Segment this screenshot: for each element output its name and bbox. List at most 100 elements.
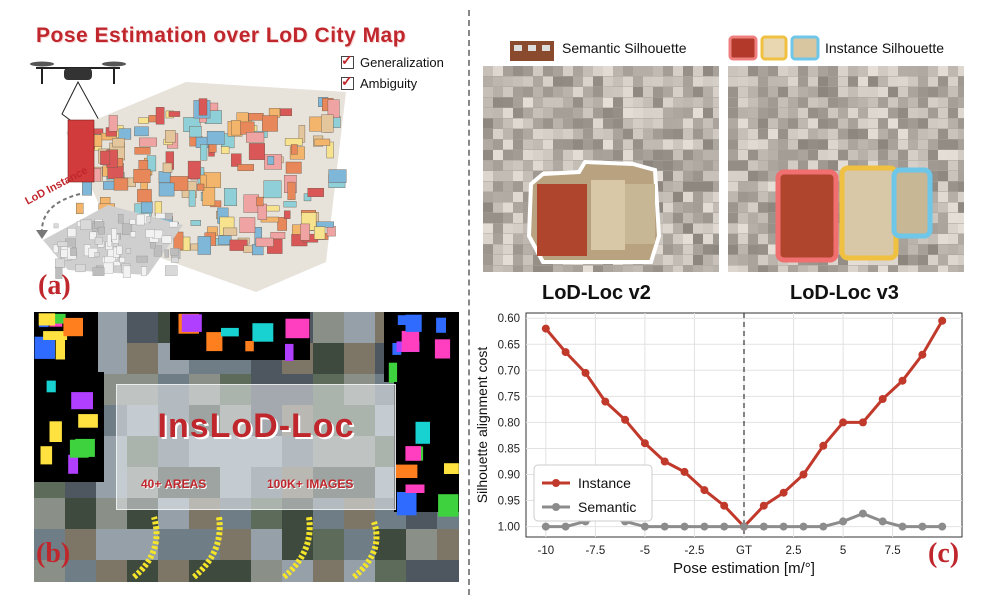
photo-texture: [918, 160, 928, 171]
building-block: [287, 181, 296, 200]
mesh-block: [155, 212, 167, 219]
photo-texture: [683, 87, 693, 97]
photo-texture: [693, 160, 703, 171]
data-point-semantic: [759, 522, 768, 531]
photo-texture: [713, 213, 719, 223]
photo-texture: [748, 192, 758, 202]
photo-texture: [683, 97, 693, 108]
mesh-block: [116, 245, 123, 255]
photo-texture: [543, 76, 553, 87]
photo-texture: [728, 118, 738, 129]
mosaic-tile: [127, 343, 158, 374]
building-block: [203, 172, 221, 188]
mosaic-tile: [313, 312, 344, 343]
segment-patch: [388, 362, 398, 383]
photo-texture: [583, 108, 593, 118]
photo-texture: [673, 234, 683, 244]
mesh-block: [150, 242, 156, 249]
photo-texture: [958, 129, 964, 139]
photo-texture: [683, 150, 693, 160]
photo-texture: [523, 192, 533, 202]
photo-texture: [948, 66, 958, 76]
photo-texture: [938, 202, 948, 213]
photo-texture: [683, 192, 693, 202]
photo-texture: [748, 265, 758, 272]
photo-texture: [888, 129, 898, 139]
instance-building-icons: [728, 35, 820, 61]
photo-texture: [938, 244, 948, 255]
photo-texture: [493, 192, 503, 202]
building-block: [103, 181, 115, 190]
photo-texture: [613, 76, 623, 87]
photo-texture: [623, 118, 633, 129]
photo-texture: [958, 160, 964, 171]
photo-texture: [503, 76, 513, 87]
photo-texture: [553, 108, 563, 118]
photo-texture: [798, 76, 808, 87]
photo-texture: [798, 129, 808, 139]
photo-texture: [493, 171, 503, 181]
photo-texture: [663, 213, 673, 223]
data-point-semantic: [660, 522, 669, 531]
photo-texture: [503, 223, 513, 234]
mosaic-tile: [65, 498, 96, 529]
building-block: [139, 137, 157, 147]
photo-texture: [838, 76, 848, 87]
photo-texture: [593, 118, 603, 129]
data-point-semantic: [918, 522, 927, 531]
photo-texture: [513, 213, 523, 223]
photo-texture: [693, 234, 703, 244]
data-point-instance: [898, 376, 907, 385]
photo-texture: [818, 118, 828, 129]
mesh-block: [136, 214, 145, 226]
mesh-block: [169, 221, 178, 228]
photo-texture: [683, 160, 693, 171]
photo-texture: [693, 202, 703, 213]
photo-texture: [563, 76, 573, 87]
photo-texture: [738, 223, 748, 234]
photo-texture: [643, 265, 653, 272]
photo-texture: [673, 66, 683, 76]
photo-texture: [878, 265, 888, 272]
photo-texture: [683, 223, 693, 234]
photo-texture: [928, 223, 938, 234]
photo-texture: [958, 244, 964, 255]
data-point-semantic: [700, 522, 709, 531]
photo-texture: [888, 139, 898, 150]
photo-texture: [503, 150, 513, 160]
photo-texture: [483, 118, 493, 129]
photo-texture: [703, 265, 713, 272]
photo-texture: [948, 181, 958, 192]
images-stat: 100K+ IMAGES: [267, 477, 354, 491]
photo-texture: [533, 129, 543, 139]
photo-texture: [693, 97, 703, 108]
photo-texture: [693, 118, 703, 129]
photo-texture: [728, 181, 738, 192]
photo-texture: [958, 118, 964, 129]
photo-texture: [593, 66, 603, 76]
photo-texture: [523, 118, 533, 129]
photo-texture: [493, 150, 503, 160]
photo-texture: [703, 244, 713, 255]
photo-texture: [768, 87, 778, 97]
photo-texture: [738, 76, 748, 87]
photo-texture: [758, 171, 768, 181]
photo-texture: [673, 118, 683, 129]
photo-texture: [728, 244, 738, 255]
photo-texture: [818, 160, 828, 171]
segment-patch: [34, 336, 55, 359]
photo-texture: [643, 160, 653, 171]
photo-texture: [603, 97, 613, 108]
photo-texture: [758, 265, 768, 272]
building-block: [162, 162, 173, 173]
photo-texture: [788, 76, 798, 87]
photo-texture: [928, 265, 938, 272]
photo-texture: [908, 129, 918, 139]
photo-texture: [613, 265, 623, 272]
photo-texture: [848, 265, 858, 272]
photo-texture: [553, 118, 563, 129]
photo-texture: [503, 118, 513, 129]
photo-texture: [713, 87, 719, 97]
photo-texture: [898, 160, 908, 171]
photo-texture: [868, 97, 878, 108]
